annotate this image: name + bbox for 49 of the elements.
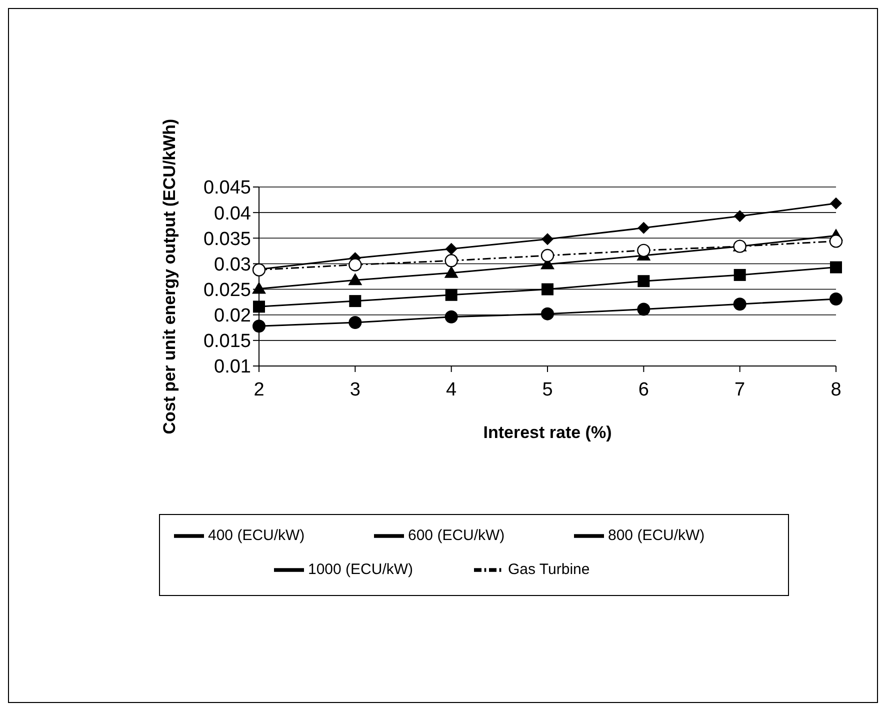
point — [348, 258, 362, 272]
x-tick-label: 2 — [254, 379, 264, 400]
point — [348, 316, 362, 330]
point — [444, 266, 458, 278]
point — [542, 233, 554, 246]
x-tick-label: 3 — [350, 379, 360, 400]
point — [830, 261, 842, 274]
x-tick-label: 8 — [830, 379, 842, 400]
point — [637, 302, 650, 316]
x-tick-label: 6 — [638, 379, 649, 400]
point — [734, 210, 746, 222]
point — [829, 234, 843, 248]
x-axis-title: Interest rate (%) — [483, 423, 612, 442]
legend-label: 1000 (ECU/kW) — [308, 560, 414, 578]
legend-label: Gas Turbine — [508, 560, 590, 578]
point — [638, 222, 650, 234]
x-tick-label: 7 — [734, 379, 746, 400]
y-axis-title: Cost per unit energy output (ECU/kWh) — [160, 118, 180, 434]
point — [638, 275, 650, 288]
point — [349, 295, 362, 308]
y-tick-label: 0.01 — [214, 356, 251, 378]
point — [445, 288, 458, 301]
point — [541, 307, 554, 320]
legend-label: 400 (ECU/kW) — [208, 526, 305, 544]
legend-label: 800 (ECU/kW) — [608, 526, 705, 544]
x-tick-label: 4 — [446, 379, 458, 400]
x-tick-label: 5 — [542, 379, 553, 400]
y-tick-label: 0.045 — [203, 178, 251, 199]
point — [734, 268, 746, 281]
y-tick-label: 0.03 — [214, 254, 251, 276]
y-tick-label: 0.04 — [214, 203, 252, 224]
point — [540, 248, 554, 262]
point — [542, 283, 554, 296]
point — [733, 298, 746, 311]
y-tick-label: 0.035 — [203, 228, 251, 250]
legend-label: 600 (ECU/kW) — [408, 526, 505, 544]
point — [252, 282, 266, 294]
point — [253, 300, 265, 313]
point — [830, 292, 842, 306]
point — [252, 320, 266, 333]
y-tick-label: 0.015 — [203, 331, 251, 352]
y-tick-label: 0.025 — [203, 280, 251, 302]
point — [444, 310, 458, 324]
point — [445, 242, 458, 255]
point — [348, 273, 362, 286]
point — [830, 197, 842, 210]
y-tick-label: 0.02 — [214, 306, 251, 327]
point — [637, 244, 650, 258]
point — [444, 254, 458, 268]
